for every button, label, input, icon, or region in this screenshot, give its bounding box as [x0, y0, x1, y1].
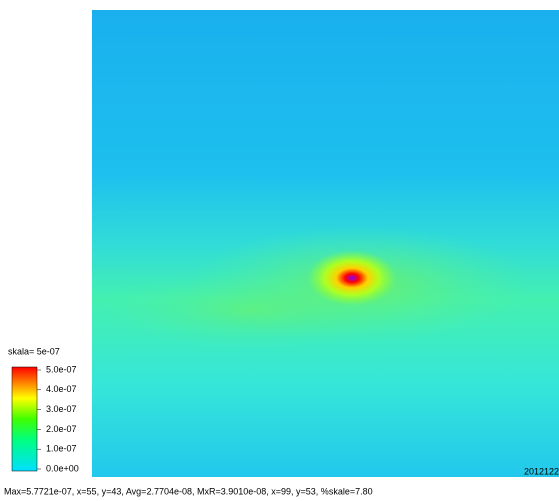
- scale-label: skala= 5e-07: [8, 346, 60, 356]
- colorbar-tick-label: 1.0e-07: [46, 444, 77, 454]
- colorbar: [11, 366, 38, 472]
- colorbar-tick-label: 2.0e-07: [46, 424, 77, 434]
- timestamp: 2012122: [524, 466, 559, 476]
- colorbar-tick-label: 5.0e-07: [46, 364, 77, 374]
- colorbar-tick-label: 3.0e-07: [46, 404, 77, 414]
- caption: Max=5.7721e-07, x=55, y=43, Avg=2.7704e-…: [4, 486, 373, 496]
- colorbar-tick-label: 4.0e-07: [46, 384, 77, 394]
- heatmap: [92, 10, 559, 477]
- colorbar-tick-label: 0.0e+00: [46, 463, 79, 473]
